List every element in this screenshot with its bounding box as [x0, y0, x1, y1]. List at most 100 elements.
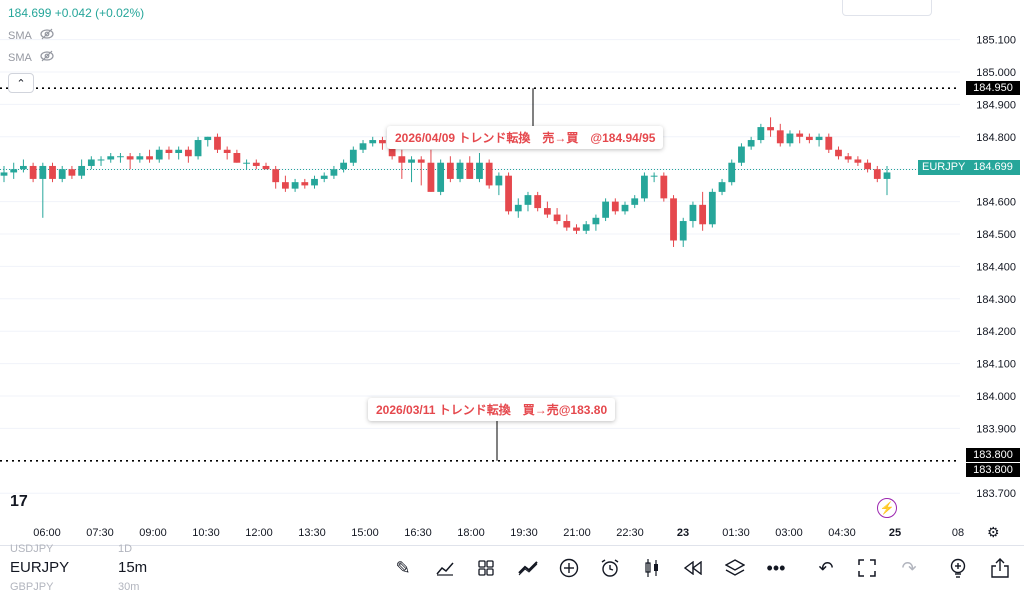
candle: [29, 162, 37, 183]
prev-timeframe[interactable]: 1D: [118, 543, 133, 555]
candle: [87, 156, 95, 170]
y-tick-label: 184.200: [976, 326, 1016, 338]
candle: [427, 149, 435, 192]
candle: [184, 146, 192, 163]
redo-icon[interactable]: ↷: [901, 557, 917, 578]
candle: [10, 162, 18, 179]
next-timeframe[interactable]: 30m: [118, 581, 140, 593]
candle: [369, 136, 377, 147]
hline-price-label-bottom: 183.800: [966, 448, 1020, 462]
candle: [68, 165, 76, 179]
candle: [107, 153, 115, 163]
idea-icon[interactable]: [943, 555, 973, 581]
annotation-top[interactable]: 2026/04/09 トレンド転換 売→買 @184.94/95: [387, 126, 664, 149]
candle: [272, 165, 280, 189]
lightning-icon[interactable]: ⚡: [877, 498, 897, 518]
layers-icon[interactable]: [720, 555, 750, 581]
trend-icon[interactable]: [513, 555, 543, 581]
indicator-chart-icon[interactable]: [430, 555, 460, 581]
add-icon[interactable]: [554, 555, 584, 581]
candle: [699, 191, 707, 231]
more-icon[interactable]: •••: [766, 557, 786, 578]
candle: [747, 136, 755, 150]
eye-off-icon[interactable]: [40, 50, 54, 65]
candle: [611, 198, 619, 215]
candle: [126, 153, 134, 170]
candle: [757, 123, 765, 144]
x-tick-label: 03:00: [775, 527, 803, 539]
x-tick-label: 15:00: [351, 527, 379, 539]
symbol-price-tag: EURJPY: [918, 160, 970, 175]
candle: [650, 172, 658, 183]
candle: [136, 153, 144, 163]
candle: [437, 159, 445, 196]
annotation-bottom[interactable]: 2026/03/11 トレンド転換 買→売@183.80: [368, 398, 616, 421]
candle: [776, 123, 784, 147]
x-tick-label: 10:30: [192, 527, 220, 539]
y-tick-label: 184.600: [976, 197, 1016, 209]
candles-icon[interactable]: [637, 555, 667, 581]
tradingview-logo[interactable]: 17: [10, 493, 28, 510]
candle: [155, 146, 163, 163]
x-tick-label: 06:00: [33, 527, 61, 539]
replay-icon[interactable]: [678, 555, 708, 581]
candle: [243, 159, 250, 170]
candle: [631, 195, 639, 209]
candle: [524, 191, 532, 212]
y-tick-label: 184.400: [976, 261, 1016, 273]
candle: [456, 159, 464, 183]
candle: [233, 149, 241, 163]
fullscreen-icon[interactable]: [852, 555, 882, 581]
price-chart[interactable]: 185.100185.000184.900184.800184.700184.6…: [0, 0, 1024, 520]
candle: [58, 165, 66, 183]
candle: [417, 156, 425, 186]
candle: [670, 195, 677, 247]
candle: [495, 172, 503, 196]
x-tick-label: 22:30: [616, 527, 644, 539]
y-tick-label: 184.900: [976, 99, 1016, 111]
sma-label: SMA: [8, 29, 32, 42]
y-tick-label: 185.000: [976, 67, 1016, 79]
candle: [476, 153, 483, 183]
candle: [873, 165, 881, 183]
candle: [534, 191, 542, 212]
y-tick-label: 185.100: [976, 35, 1016, 47]
prev-symbol[interactable]: USDJPY: [10, 543, 54, 555]
candle: [446, 156, 454, 183]
undo-icon[interactable]: ↶: [818, 557, 834, 578]
symbol-selector[interactable]: EURJPY: [10, 559, 70, 576]
candle: [514, 198, 522, 218]
y-tick-label: 184.500: [976, 229, 1016, 241]
legend-price: 184.699: [8, 6, 52, 20]
timeframe-selector[interactable]: 15m: [118, 559, 148, 576]
pen-icon[interactable]: ✎: [395, 557, 411, 578]
candle: [165, 146, 173, 160]
candle: [582, 221, 590, 234]
y-tick-label: 184.800: [976, 132, 1016, 144]
candle: [728, 159, 736, 186]
x-tick-label: 23: [676, 527, 690, 539]
drawing-toolbar-stub[interactable]: [842, 0, 932, 16]
y-tick-label: 184.300: [976, 294, 1016, 306]
candle: [563, 214, 571, 231]
candle: [340, 159, 348, 173]
eye-off-icon[interactable]: [40, 28, 54, 43]
sma-indicator-2[interactable]: SMA: [8, 50, 54, 65]
grid-icon[interactable]: [471, 555, 501, 581]
gear-icon[interactable]: ⚙: [987, 524, 1000, 540]
price-legend: 184.699 +0.042 (+0.02%): [8, 6, 144, 20]
bottom-toolbar: USDJPY 1D EURJPY 15m GBPJPY 30m ✎ ••• ↶ …: [0, 543, 1024, 612]
candle: [175, 146, 183, 160]
y-tick-label: 183.900: [976, 423, 1016, 435]
alarm-icon[interactable]: [595, 555, 625, 581]
candle: [796, 130, 804, 144]
collapse-legend-button[interactable]: ⌃: [8, 73, 34, 93]
candle: [767, 117, 774, 137]
sma-indicator-1[interactable]: SMA: [8, 28, 54, 43]
next-symbol[interactable]: GBPJPY: [10, 581, 54, 593]
candle: [573, 224, 580, 234]
candle: [252, 159, 260, 170]
candle: [505, 172, 512, 215]
y-tick-label: 184.100: [976, 359, 1016, 371]
share-icon[interactable]: [985, 555, 1015, 581]
